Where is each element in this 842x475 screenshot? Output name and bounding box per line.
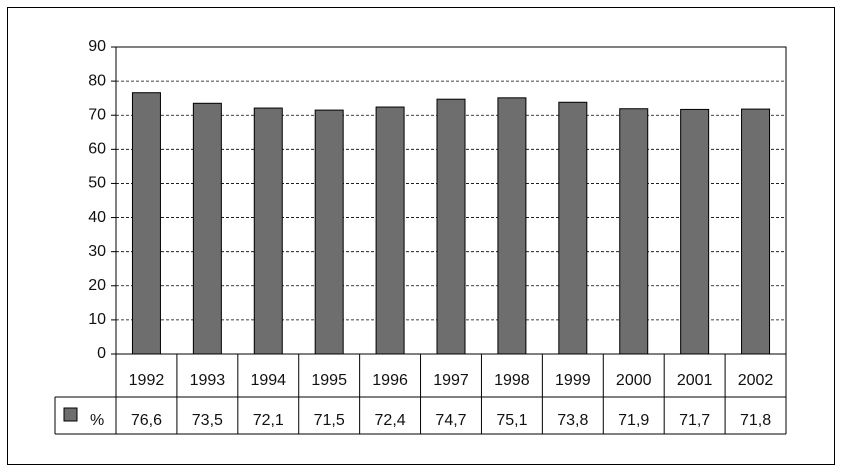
x-tick-label: 1993 (190, 372, 226, 389)
table-value: 72,4 (375, 412, 406, 429)
bar (375, 106, 405, 355)
bar (680, 108, 710, 355)
table-value: 71,8 (740, 412, 771, 429)
table-value: 73,5 (192, 412, 223, 429)
table-value: 76,6 (131, 412, 162, 429)
y-tick-label: 20 (88, 277, 106, 294)
bar (253, 107, 283, 355)
x-tick-label: 1998 (494, 372, 530, 389)
y-tick-label: 90 (88, 38, 106, 55)
bar (741, 108, 771, 355)
x-tick-label: 2000 (616, 372, 652, 389)
table-value: 73,8 (557, 412, 588, 429)
y-tick-label: 30 (88, 243, 106, 260)
table-value: 75,1 (496, 412, 527, 429)
x-tick-label: 2001 (677, 372, 713, 389)
x-tick-label: 2002 (738, 372, 774, 389)
y-tick-label: 60 (88, 141, 106, 158)
legend-swatch (63, 407, 78, 422)
frame (7, 7, 835, 465)
table-value: 74,7 (435, 412, 466, 429)
bar (192, 102, 222, 355)
y-tick-label: 50 (88, 175, 106, 192)
table-value: 72,1 (253, 412, 284, 429)
table-value: 71,9 (618, 412, 649, 429)
table-value: 71,7 (679, 412, 710, 429)
legend-label: % (90, 412, 104, 429)
x-tick-label: 1995 (311, 372, 347, 389)
bar (314, 109, 344, 355)
bar (558, 101, 588, 355)
x-tick-label: 1996 (372, 372, 408, 389)
y-tick-label: 0 (97, 345, 106, 362)
y-tick-label: 80 (88, 72, 106, 89)
x-tick-label: 1997 (433, 372, 469, 389)
x-tick-label: 1999 (555, 372, 591, 389)
table-value: 71,5 (314, 412, 345, 429)
y-tick-label: 70 (88, 106, 106, 123)
y-tick-label: 40 (88, 209, 106, 226)
bar (436, 98, 466, 355)
x-tick-label: 1992 (129, 372, 165, 389)
bar (131, 92, 161, 355)
x-tick-label: 1994 (250, 372, 286, 389)
bar (497, 97, 527, 355)
y-tick-label: 10 (88, 311, 106, 328)
bar (619, 108, 649, 355)
